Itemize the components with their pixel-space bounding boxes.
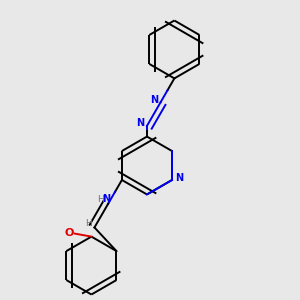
Text: N: N: [150, 95, 158, 105]
Text: H: H: [85, 219, 92, 228]
Text: N: N: [136, 118, 144, 128]
Text: N: N: [175, 173, 183, 184]
Text: O: O: [64, 228, 74, 238]
Text: N: N: [103, 194, 111, 204]
Text: H: H: [97, 195, 104, 204]
